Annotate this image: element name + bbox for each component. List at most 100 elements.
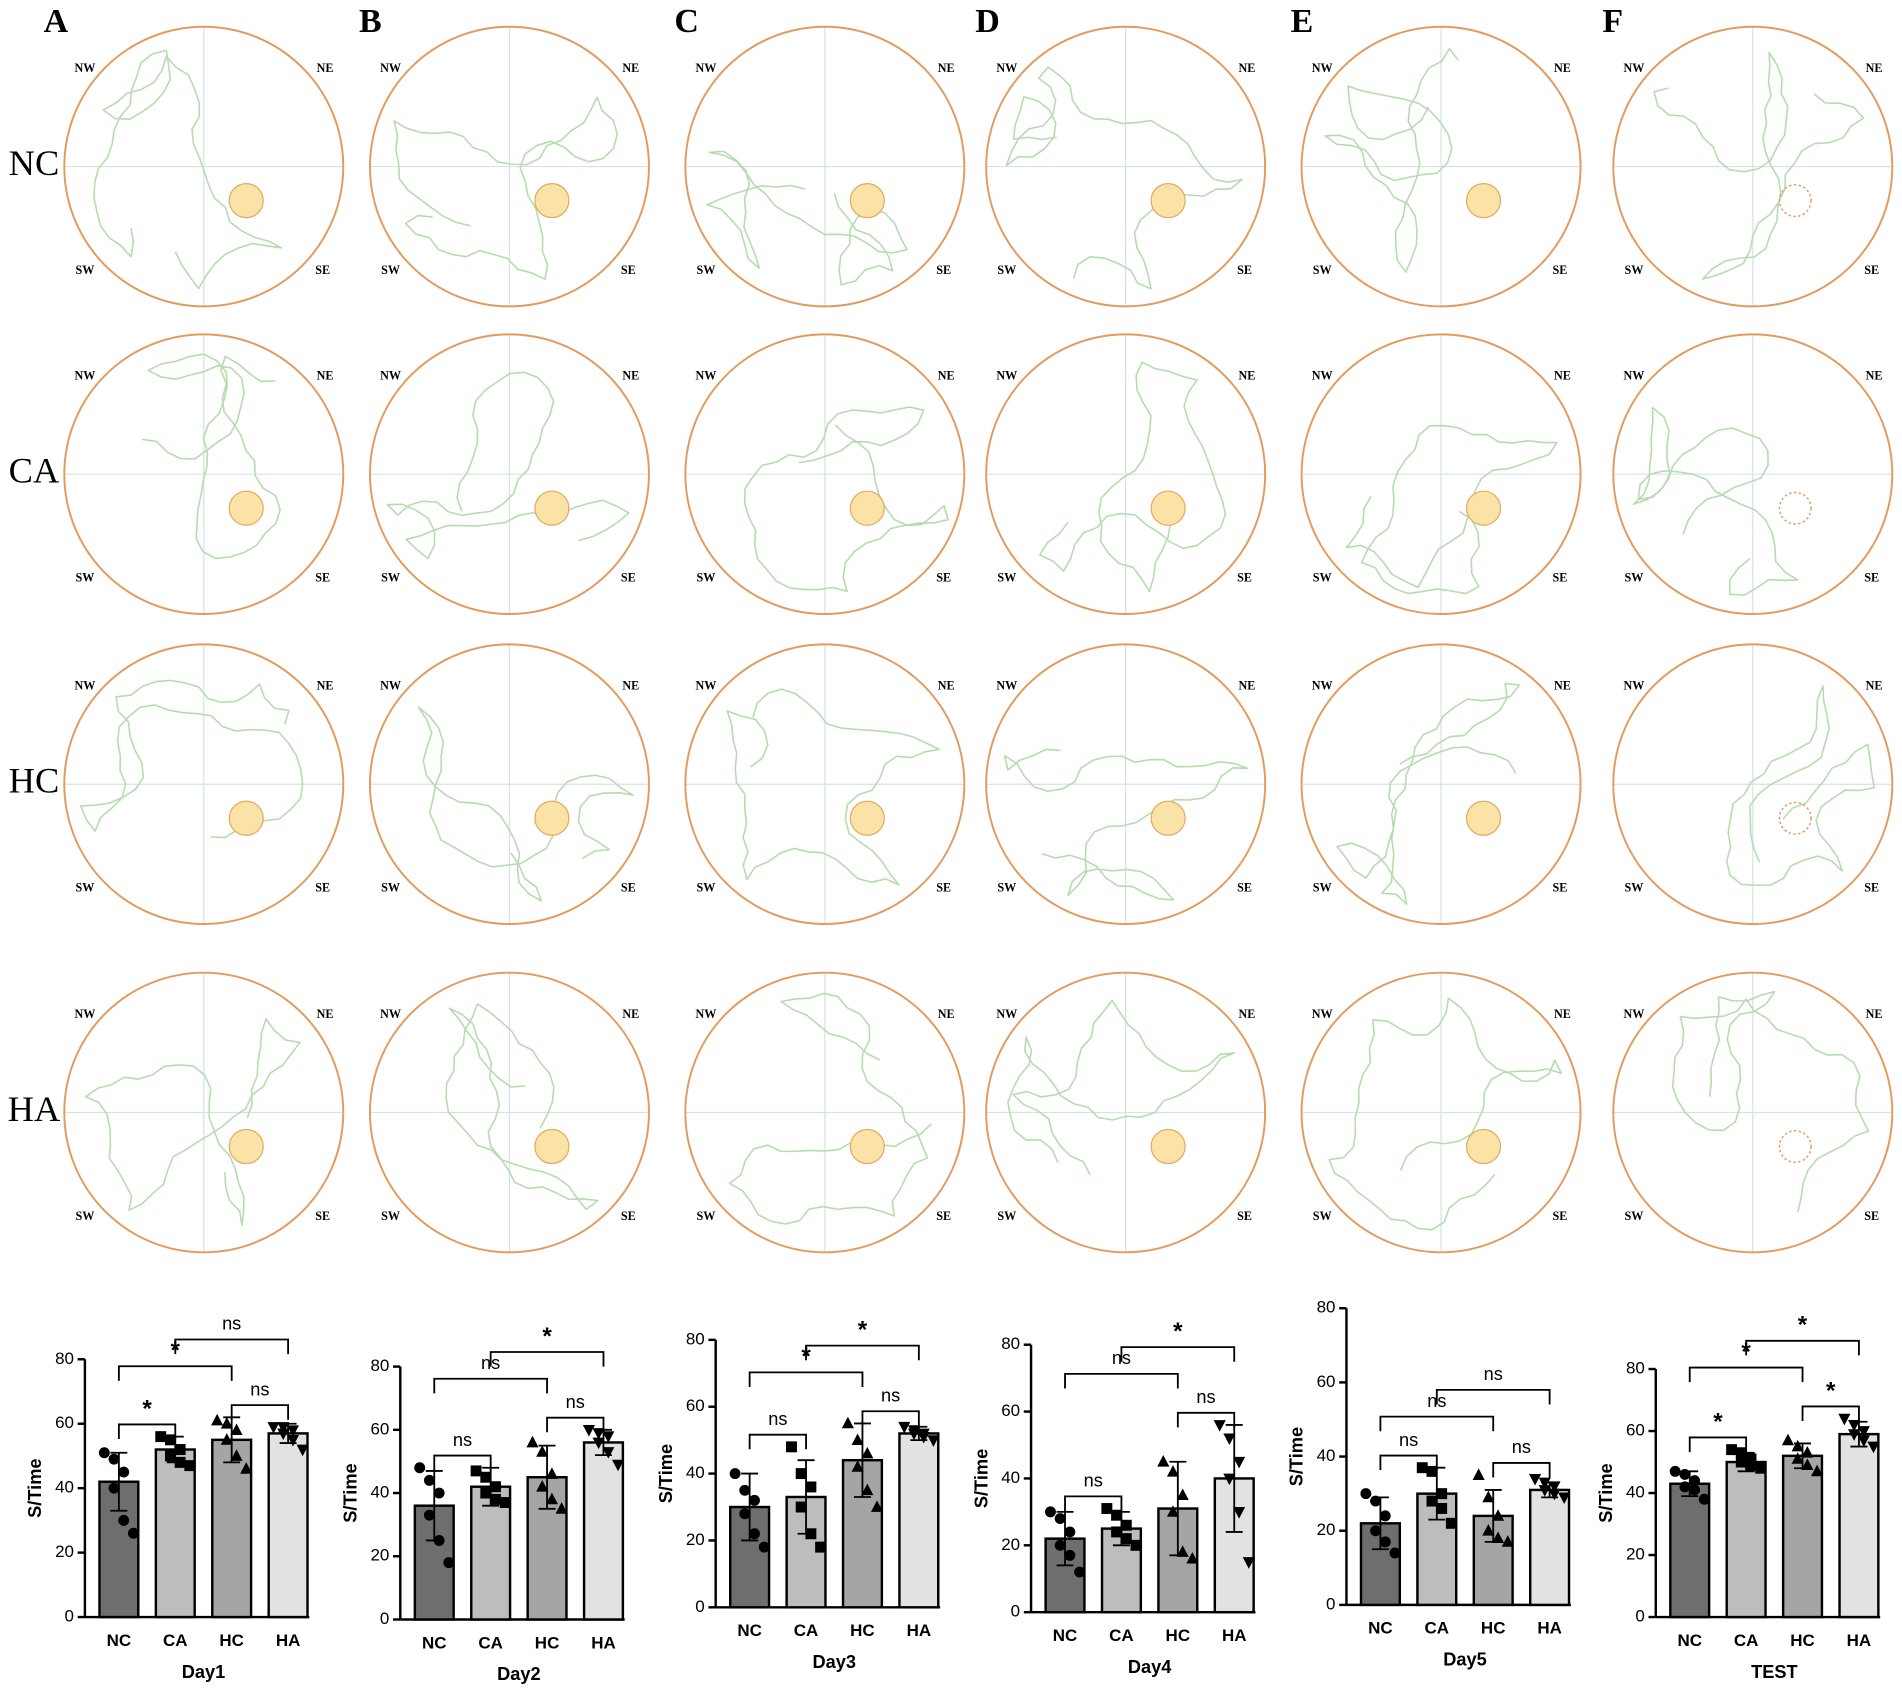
data-point <box>277 1422 290 1434</box>
data-point <box>758 1541 770 1553</box>
x-tick-label: NC <box>1677 1631 1702 1650</box>
y-tick-label: 0 <box>1011 1602 1020 1621</box>
y-tick-label: 0 <box>380 1609 389 1628</box>
y-tick-label: 40 <box>1626 1483 1645 1502</box>
x-tick-label: HA <box>1222 1626 1247 1645</box>
y-tick-label: 40 <box>1001 1468 1020 1487</box>
significance-bracket <box>1379 1454 1438 1471</box>
data-point <box>1166 1505 1180 1517</box>
data-point <box>851 1433 864 1446</box>
data-point <box>164 1450 176 1462</box>
platform <box>849 182 885 219</box>
significance-bracket <box>1688 1366 1804 1383</box>
data-point <box>749 1528 760 1540</box>
y-tick-label: 40 <box>686 1463 705 1482</box>
compass-label: NE <box>938 61 955 75</box>
data-point <box>1801 1458 1814 1470</box>
swim-track <box>79 679 304 839</box>
significance-bracket <box>546 1416 605 1433</box>
significance-bracket <box>1745 1339 1860 1356</box>
significance-bracket <box>433 1454 492 1471</box>
compass-label: NE <box>317 61 334 75</box>
data-point <box>490 1493 501 1505</box>
row-label: HA <box>8 1089 61 1129</box>
significance-bracket <box>748 1371 864 1387</box>
data-point <box>1801 1446 1814 1458</box>
data-point <box>1538 1477 1551 1490</box>
compass-label: SE <box>1237 881 1252 895</box>
y-axis-label: S/Time <box>1287 1427 1307 1486</box>
compass-label: SE <box>621 881 636 895</box>
pool <box>1612 971 1894 1254</box>
swim-track <box>417 706 634 902</box>
x-axis-label: Day1 <box>182 1662 225 1682</box>
platform <box>1150 800 1186 836</box>
compass-label: SE <box>315 881 330 895</box>
data-point <box>1379 1510 1391 1522</box>
data-point <box>443 1557 455 1569</box>
x-axis-label: Day3 <box>813 1652 856 1672</box>
compass-label: NW <box>1312 679 1333 693</box>
data-point <box>1064 1526 1076 1538</box>
bar <box>1781 1454 1824 1619</box>
compass-label: NW <box>996 369 1017 383</box>
x-tick-label: NC <box>737 1621 762 1640</box>
compass-label: NE <box>317 1007 334 1021</box>
swim-track <box>1007 999 1236 1176</box>
significance-bracket <box>1435 1388 1551 1405</box>
data-point <box>1045 1506 1056 1518</box>
x-tick-label: HC <box>219 1631 244 1650</box>
compass-label: SW <box>997 881 1016 895</box>
data-point <box>1781 1433 1795 1446</box>
swim-track <box>1324 47 1460 274</box>
compass-label: NW <box>74 369 95 383</box>
x-axis-label: TEST <box>1751 1662 1797 1682</box>
compass-label: SE <box>1237 1209 1252 1223</box>
y-tick-label: 60 <box>370 1419 389 1438</box>
compass-label: NE <box>1866 679 1883 693</box>
y-axis-label: S/Time <box>1596 1463 1616 1522</box>
swim-track <box>1725 685 1876 887</box>
data-point <box>1426 1465 1438 1477</box>
x-axis-label: Day5 <box>1443 1650 1486 1670</box>
compass-label: SW <box>75 571 94 585</box>
pool <box>684 333 966 615</box>
data-point <box>1492 1531 1505 1544</box>
significance-label: ns <box>222 1314 241 1334</box>
data-point <box>611 1459 625 1472</box>
compass-label: NE <box>622 679 639 693</box>
compass-label: NW <box>380 61 401 75</box>
y-tick-label: 80 <box>686 1329 705 1348</box>
data-point <box>1166 1465 1180 1477</box>
x-tick-label: HC <box>1790 1631 1815 1650</box>
significance-label: ns <box>566 1392 585 1412</box>
significance-label: ns <box>250 1379 269 1399</box>
data-point <box>164 1434 176 1446</box>
significance-bracket <box>1176 1411 1236 1428</box>
compass-label: SE <box>1553 263 1568 277</box>
data-point <box>1689 1475 1701 1487</box>
data-point <box>851 1460 864 1472</box>
data-point <box>108 1482 120 1494</box>
data-point <box>1176 1545 1189 1557</box>
panel-letter: F <box>1602 3 1623 40</box>
compass-label: NW <box>996 679 1017 693</box>
bar <box>154 1448 196 1619</box>
significance-label: * <box>1798 1312 1808 1339</box>
compass-label: NE <box>317 679 334 693</box>
data-point <box>1213 1420 1226 1432</box>
error-bar <box>110 1451 128 1512</box>
pool <box>1612 643 1894 926</box>
y-tick-label: 80 <box>1317 1298 1336 1317</box>
compass-label: NW <box>1623 61 1644 75</box>
data-point <box>98 1447 110 1459</box>
y-tick-label: 0 <box>1326 1594 1335 1613</box>
x-tick-label: HC <box>1481 1619 1506 1638</box>
significance-bracket <box>1379 1415 1495 1432</box>
compass-label: NE <box>1239 61 1256 75</box>
compass-label: NE <box>938 369 955 383</box>
data-point <box>480 1471 492 1483</box>
y-tick-label: 0 <box>1635 1607 1644 1626</box>
significance-label: ns <box>453 1430 472 1450</box>
